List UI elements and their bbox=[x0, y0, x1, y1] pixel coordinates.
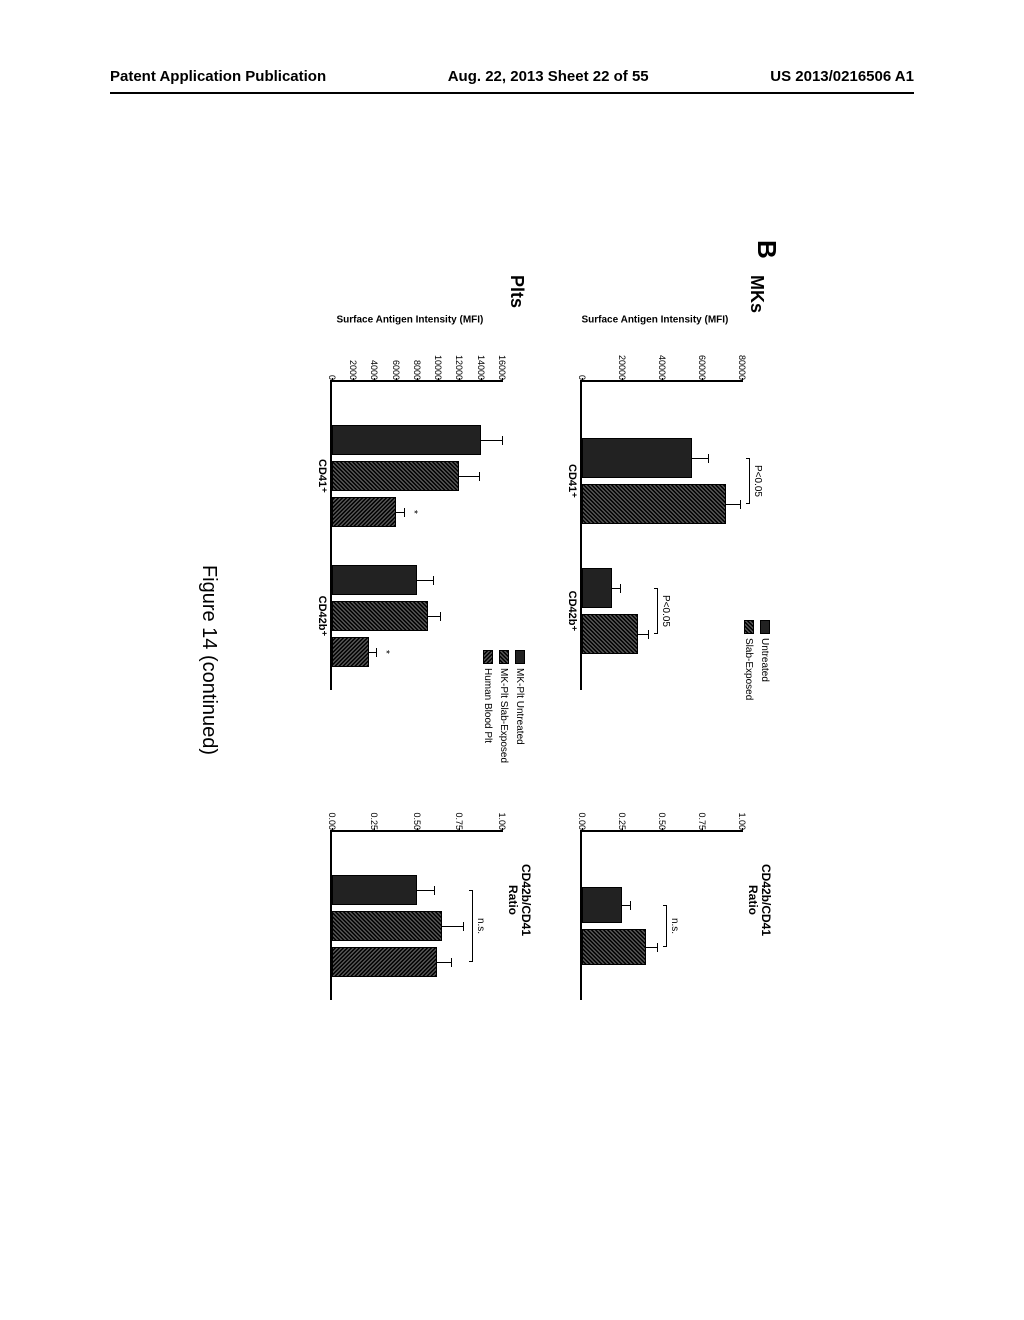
bar bbox=[582, 484, 726, 524]
xtick: CD41⁺ bbox=[316, 406, 329, 546]
mks-title: MKs bbox=[746, 275, 767, 313]
legend-swatch bbox=[744, 620, 754, 634]
page-header: Patent Application Publication Aug. 22, … bbox=[0, 68, 1024, 85]
mks-main-ylabel: Surface Antigen Intensity (MFI) bbox=[582, 315, 732, 326]
significance-bracket bbox=[746, 458, 750, 504]
plts-title: Plts bbox=[506, 275, 527, 308]
significance-bracket bbox=[469, 890, 473, 962]
ytick: 4000 bbox=[370, 360, 380, 380]
ytick: 14000 bbox=[476, 355, 486, 380]
legend-row: Untreated bbox=[758, 620, 772, 700]
legend-label: Untreated bbox=[760, 638, 771, 682]
bar bbox=[332, 875, 417, 905]
header-separator bbox=[110, 92, 914, 94]
xtick: CD41⁺ bbox=[566, 416, 579, 546]
plts-main-ylabel: Surface Antigen Intensity (MFI) bbox=[337, 315, 487, 326]
header-right: US 2013/0216506 A1 bbox=[770, 68, 914, 85]
xtick: CD42b⁺ bbox=[566, 546, 579, 676]
bar bbox=[582, 614, 638, 654]
significance-label: * bbox=[380, 632, 391, 672]
legend-label: MK-Plt Slab-Exposed bbox=[499, 668, 510, 763]
significance-label: n.s. bbox=[475, 890, 486, 962]
bar bbox=[582, 887, 622, 923]
bar bbox=[332, 497, 396, 527]
ytick: 10000 bbox=[433, 355, 443, 380]
mks-ratio-plot: 0.000.250.500.751.00n.s. bbox=[580, 830, 742, 1000]
ytick: 40000 bbox=[657, 355, 667, 380]
legend-row: Slab-Exposed bbox=[742, 620, 756, 700]
bar bbox=[332, 637, 369, 667]
bar bbox=[332, 565, 417, 595]
bar bbox=[332, 461, 460, 491]
significance-label: * bbox=[408, 492, 419, 532]
significance-label: P<0.05 bbox=[660, 588, 671, 634]
plts-main-chart: Surface Antigen Intensity (MFI) 02000400… bbox=[312, 350, 502, 690]
ytick: 6000 bbox=[391, 360, 401, 380]
plts-block: Plts Surface Antigen Intensity (MFI) 020… bbox=[302, 280, 532, 1060]
legend-label: Human Blood Plt bbox=[483, 668, 494, 743]
panel-label: B bbox=[751, 240, 782, 259]
legend-swatch bbox=[515, 650, 525, 664]
plts-ratio-chart: CD42b/CD41 Ratio 0.000.250.500.751.00n.s… bbox=[312, 800, 502, 1000]
legend-swatch bbox=[760, 620, 770, 634]
mks-ratio-chart: CD42b/CD41 Ratio 0.000.250.500.751.00n.s… bbox=[562, 800, 742, 1000]
xtick: CD42b⁺ bbox=[316, 546, 329, 686]
bar bbox=[582, 929, 646, 965]
ytick: 2000 bbox=[348, 360, 358, 380]
mks-block: MKs Surface Antigen Intensity (MFI) 0200… bbox=[552, 280, 772, 1060]
plts-ratio-plot: 0.000.250.500.751.00n.s. bbox=[330, 830, 502, 1000]
header-center: Aug. 22, 2013 Sheet 22 of 55 bbox=[448, 68, 649, 85]
bar bbox=[332, 425, 481, 455]
mks-legend: Untreated Slab-Exposed bbox=[740, 620, 772, 700]
significance-label: P<0.05 bbox=[752, 458, 763, 504]
mks-main-plot: 020000400006000080000CD41⁺CD42b⁺P<0.05P<… bbox=[580, 380, 742, 690]
figure-caption: Figure 14 (continued) bbox=[197, 210, 220, 1110]
header-left: Patent Application Publication bbox=[110, 68, 326, 85]
bar bbox=[582, 568, 612, 608]
bar bbox=[332, 911, 443, 941]
ytick: 80000 bbox=[737, 355, 747, 380]
plts-legend: MK-Plt Untreated MK-Plt Slab-Exposed Human… bbox=[479, 650, 527, 763]
bar bbox=[332, 947, 437, 977]
legend-swatch bbox=[483, 650, 493, 664]
ytick: 8000 bbox=[412, 360, 422, 380]
legend-row: Human Blood Plt bbox=[481, 650, 495, 763]
ytick: 16000 bbox=[497, 355, 507, 380]
page: Patent Application Publication Aug. 22, … bbox=[0, 0, 1024, 1320]
mks-main-chart: Surface Antigen Intensity (MFI) 02000040… bbox=[562, 350, 742, 690]
ytick: 12000 bbox=[455, 355, 465, 380]
significance-label: n.s. bbox=[669, 905, 680, 947]
significance-bracket bbox=[654, 588, 658, 634]
bar bbox=[582, 438, 692, 478]
plts-main-plot: 0200040006000800010000120001400016000CD4… bbox=[330, 380, 502, 690]
significance-bracket bbox=[663, 905, 667, 947]
figure-rotated-block: B MKs Surface Antigen Intensity (MFI) 02… bbox=[232, 210, 792, 1110]
ytick: 20000 bbox=[617, 355, 627, 380]
legend-row: MK-Plt Slab-Exposed bbox=[497, 650, 511, 763]
mks-ratio-title: CD42b/CD41 Ratio bbox=[746, 800, 772, 1000]
bar bbox=[332, 601, 428, 631]
legend-label: MK-Plt Untreated bbox=[515, 668, 526, 745]
legend-row: MK-Plt Untreated bbox=[513, 650, 527, 763]
legend-swatch bbox=[499, 650, 509, 664]
ytick: 60000 bbox=[697, 355, 707, 380]
legend-label: Slab-Exposed bbox=[744, 638, 755, 700]
plts-ratio-title: CD42b/CD41 Ratio bbox=[506, 800, 532, 1000]
